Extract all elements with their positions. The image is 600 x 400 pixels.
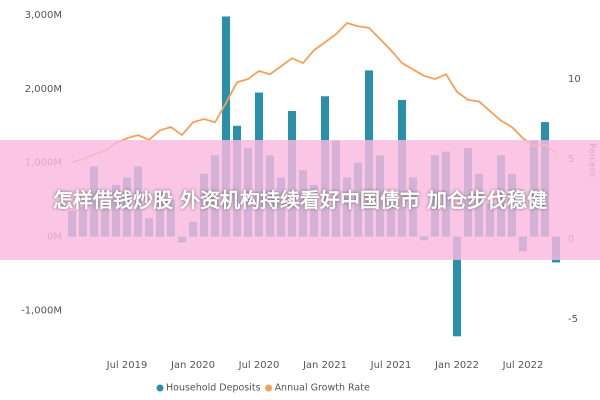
legend-label: Annual Growth Rate	[275, 383, 370, 394]
x-tick-label: Jul 2021	[370, 360, 412, 371]
y2-tick-label: -5	[568, 314, 578, 325]
legend-label: Household Deposits	[166, 383, 261, 394]
bar	[453, 236, 461, 337]
line	[71, 21, 557, 164]
x-tick-label: Jul 2022	[502, 360, 544, 371]
banner-text: 怎样借钱炒股 外资机构持续看好中国债市 加仓步伐稳健	[53, 188, 547, 212]
y-tick-label: 3,000M	[25, 10, 62, 21]
x-tick-label: Jan 2022	[434, 360, 479, 371]
x-tick-label: Jan 2021	[302, 360, 347, 371]
y-tick-label: -1,000M	[21, 305, 62, 316]
x-tick-label: Jan 2020	[170, 360, 215, 371]
x-tick-label: Jul 2020	[238, 360, 280, 371]
legend-swatch	[265, 384, 273, 392]
y2-tick-label: 10	[568, 74, 581, 85]
legend-swatch	[156, 384, 164, 392]
y-tick-label: 2,000M	[25, 84, 62, 95]
bar	[222, 16, 230, 237]
x-tick-label: Jul 2019	[106, 360, 148, 371]
banner: 怎样借钱炒股 外资机构持续看好中国债市 加仓步伐稳健	[0, 140, 600, 260]
